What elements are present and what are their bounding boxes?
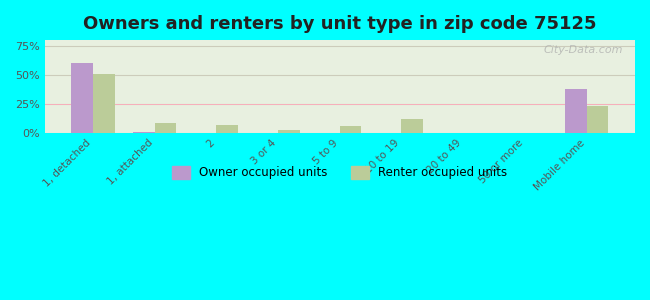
Text: City-Data.com: City-Data.com [543, 45, 623, 55]
Bar [278, 130, 300, 133]
Bar [586, 106, 608, 133]
Legend: Owner occupied units, Renter occupied units: Owner occupied units, Renter occupied un… [167, 162, 512, 184]
Bar [155, 123, 176, 133]
Bar [340, 126, 361, 133]
Bar [402, 119, 423, 133]
Title: Owners and renters by unit type in zip code 75125: Owners and renters by unit type in zip c… [83, 15, 597, 33]
Bar [216, 124, 238, 133]
Bar [72, 63, 93, 133]
Bar [133, 131, 155, 133]
Bar [565, 89, 586, 133]
Bar [93, 74, 114, 133]
